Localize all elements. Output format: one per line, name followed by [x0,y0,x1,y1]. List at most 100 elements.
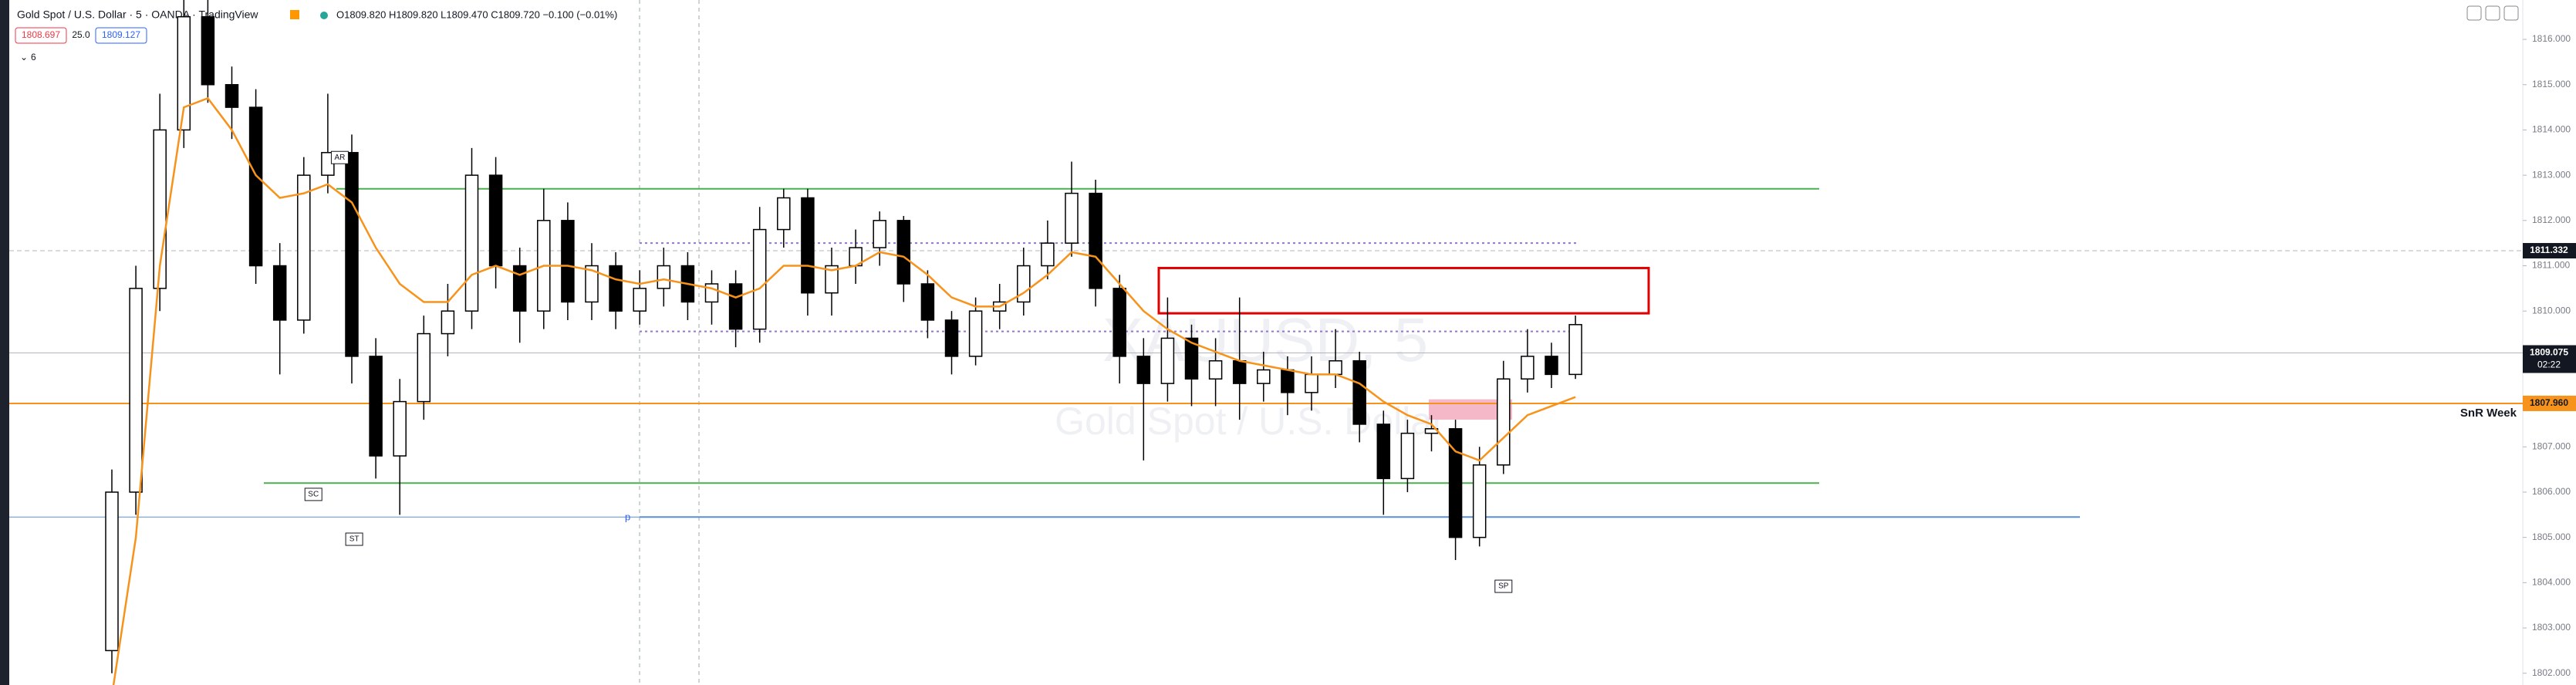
y-tick-label: 1805.000 [2532,531,2571,542]
candle-body [825,265,839,294]
candle-body [585,265,599,303]
candle-body [752,228,767,330]
candle-body [1017,265,1031,303]
annotation: p [625,511,630,522]
level-name: SnR Week [2460,407,2517,420]
candle-body [488,174,503,267]
candle-body [1352,360,1366,425]
left-border [0,0,9,685]
bid-box[interactable] [15,27,67,44]
annotation: AR [334,154,345,162]
candle-body [609,265,623,312]
candle-body [441,310,455,335]
annotation: SC [308,491,319,499]
candle-body [1232,360,1247,384]
candle-body [464,174,479,312]
y-tick-label: 1807.000 [2532,440,2571,451]
candle-body [1065,192,1079,244]
y-tick-label: 1815.000 [2532,79,2571,89]
annotation-box [304,488,322,501]
candle-body [201,15,215,86]
moving-average [112,96,1576,685]
status-dot [320,12,328,19]
y-tick-label: 1806.000 [2532,486,2571,497]
candle-body [393,400,407,457]
candle-body [369,356,383,457]
annotation: SP [1498,582,1509,591]
candle-body [1281,369,1295,393]
ask-box[interactable] [95,27,147,44]
candle-body [896,220,911,285]
candle-body [297,174,311,321]
candle-body [1376,423,1391,480]
candle-body [561,220,575,303]
candle-body [1448,428,1463,538]
candle-body [248,106,263,267]
annotation-box [345,532,363,546]
candle-body [1136,356,1151,384]
toolbar [2466,5,2519,21]
ohlc-legend: O1809.820 H1809.820 L1809.470 C1809.720 … [336,8,617,20]
candle-body [801,197,815,294]
price-tag [2523,395,2576,411]
annotation-box [1494,579,1513,593]
annotation: ST [349,535,360,544]
candle-body [920,283,935,321]
button[interactable] [2503,5,2519,21]
candle-body [512,265,527,312]
candle-body [1089,192,1102,289]
price-tag-label: 1807.960 [2530,397,2568,408]
candle-body [1160,337,1175,384]
candle-body [777,197,791,231]
ask: 1809.127 [102,29,140,40]
candle-body [177,15,191,131]
y-tick-label: 1813.000 [2532,169,2571,180]
candle-body [1329,360,1342,376]
candle-body [1184,337,1199,380]
button[interactable] [2466,5,2482,21]
indicator-count[interactable]: 6 [31,52,36,62]
candle-body [633,288,647,312]
y-tick-label: 1811.000 [2532,260,2570,271]
candle-body [1112,288,1126,357]
candle-body [272,265,287,321]
candle-body [105,491,119,652]
candle-body [1497,378,1511,466]
candle-body [417,332,431,403]
spread: 25.0 [72,29,90,40]
y-tick-label: 1804.000 [2532,577,2571,588]
bid: 1808.697 [22,29,60,40]
candle-body [1472,464,1487,538]
candle-body [968,310,983,357]
candle-body [345,152,359,357]
y-tick-label: 1816.000 [2532,33,2571,44]
candle-body [225,84,239,108]
candle-body [704,283,719,303]
y-tick-label: 1812.000 [2532,214,2571,225]
price-tag-label: 1811.332 [2530,245,2568,255]
candle-body [1568,324,1582,376]
price-tag [2523,345,2576,373]
candle-body [1257,369,1271,384]
flag[interactable] [290,10,299,19]
y-tick-label: 1810.000 [2532,305,2571,316]
candle-body [873,220,886,248]
y-tick-label: 1802.000 [2532,667,2571,678]
y-tick-label: 1814.000 [2532,124,2571,135]
button[interactable] [2485,5,2500,21]
indicator-toggle[interactable]: ⌄ [20,52,28,62]
candle-body [1400,432,1415,480]
candle-body [657,265,671,289]
annotation-box [330,150,349,164]
price-tag-countdown: 02:22 [2537,359,2561,370]
candle-body [1521,356,1534,380]
symbol-title: Gold Spot / U.S. Dollar · 5 · OANDA · Tr… [17,8,258,21]
price-tag-label: 1809.075 [2530,347,2568,358]
candle-body [1041,242,1055,267]
price-tag [2523,243,2576,259]
candle-body [944,319,959,357]
zone [1157,266,1650,315]
candle-body [1208,360,1223,380]
